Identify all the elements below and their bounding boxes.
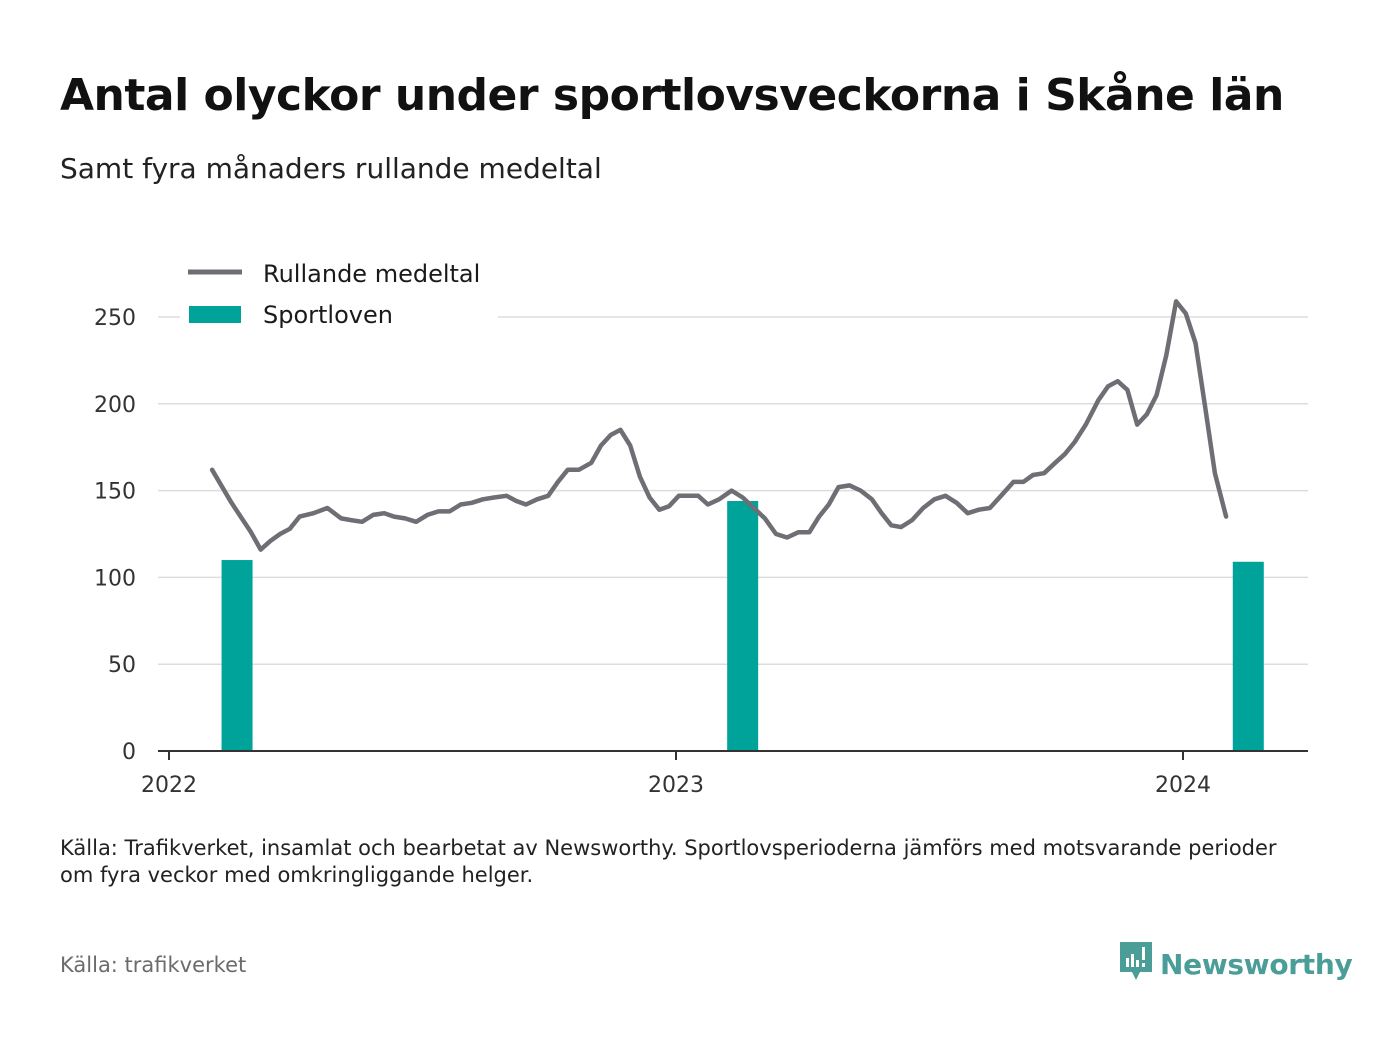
bar-series: [221, 501, 1264, 751]
chart-area: 0 50 100 150 200 250 2022 2023 2024 Rullande me…: [94, 252, 1308, 798]
x-axis: 2022 2023 2024: [141, 750, 1308, 798]
newsworthy-logo-icon: [1118, 940, 1154, 988]
y-tick-label: 50: [108, 653, 136, 678]
legend-bar-label: Sportloven: [263, 301, 393, 329]
y-tick-label: 250: [94, 306, 136, 331]
footnote: Källa: Trafikverket, insamlat och bearbe…: [60, 836, 1277, 887]
source-label: Källa: trafikverket: [60, 953, 247, 977]
legend: Rullande medeltal Sportloven: [180, 252, 498, 332]
x-tick-label: 2022: [141, 773, 197, 798]
y-tick-label: 150: [94, 480, 136, 505]
grid-lines: 0 50 100 150 200 250: [94, 306, 1308, 765]
line-series: [209, 299, 1229, 552]
bar-sportloven: [727, 501, 759, 751]
legend-bar-swatch: [189, 306, 241, 323]
brand-logo[interactable]: Newsworthy: [1118, 940, 1353, 988]
x-tick-label: 2023: [648, 773, 704, 798]
y-tick-label: 100: [94, 566, 136, 591]
chart-title: Antal olyckor under sportlovsveckorna i …: [60, 70, 1284, 121]
legend-line-label: Rullande medeltal: [263, 260, 480, 288]
y-tick-label: 0: [122, 740, 136, 765]
bar-sportloven: [221, 560, 253, 751]
x-tick-label: 2024: [1155, 773, 1211, 798]
y-tick-label: 200: [94, 393, 136, 418]
chart-subtitle: Samt fyra månaders rullande medeltal: [60, 152, 602, 185]
line-rullande-medeltal: [209, 299, 1229, 552]
bar-sportloven: [1232, 561, 1264, 751]
brand-name: Newsworthy: [1160, 947, 1353, 981]
